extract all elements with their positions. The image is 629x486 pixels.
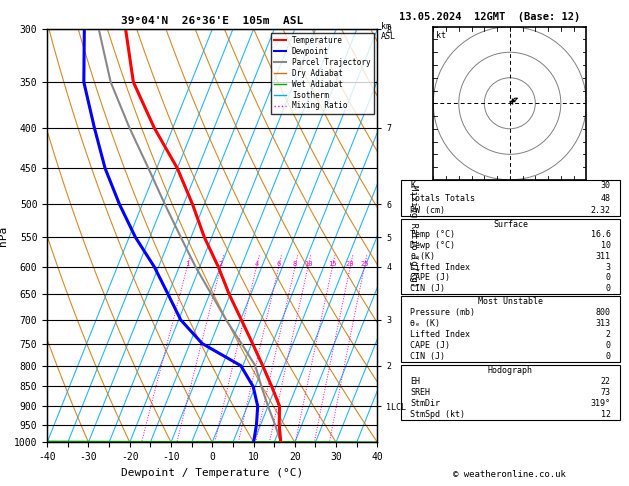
Text: 10: 10 — [601, 241, 611, 250]
Text: Most Unstable: Most Unstable — [478, 297, 543, 307]
Text: 0: 0 — [606, 352, 611, 361]
Text: Surface: Surface — [493, 220, 528, 228]
Text: CIN (J): CIN (J) — [410, 352, 445, 361]
Text: CAPE (J): CAPE (J) — [410, 341, 450, 350]
Text: 30: 30 — [601, 181, 611, 191]
Y-axis label: Mixing Ratio (g/kg): Mixing Ratio (g/kg) — [409, 185, 418, 287]
Text: Temp (°C): Temp (°C) — [410, 230, 455, 239]
Text: 13.05.2024  12GMT  (Base: 12): 13.05.2024 12GMT (Base: 12) — [399, 12, 581, 22]
Text: CAPE (J): CAPE (J) — [410, 274, 450, 282]
Text: kt: kt — [437, 31, 447, 40]
Y-axis label: hPa: hPa — [0, 226, 8, 246]
Text: 313: 313 — [596, 319, 611, 329]
Text: SREH: SREH — [410, 388, 430, 397]
Text: θₑ (K): θₑ (K) — [410, 319, 440, 329]
Text: Lifted Index: Lifted Index — [410, 262, 470, 272]
Text: km
ASL: km ASL — [381, 22, 396, 41]
Text: Pressure (mb): Pressure (mb) — [410, 308, 475, 317]
Legend: Temperature, Dewpoint, Parcel Trajectory, Dry Adiabat, Wet Adiabat, Isotherm, Mi: Temperature, Dewpoint, Parcel Trajectory… — [271, 33, 374, 114]
Text: 6: 6 — [277, 261, 281, 267]
Text: 20: 20 — [346, 261, 355, 267]
Text: 3: 3 — [606, 262, 611, 272]
Text: 15: 15 — [328, 261, 337, 267]
Text: 2: 2 — [606, 330, 611, 339]
Text: 8: 8 — [293, 261, 297, 267]
Text: PW (cm): PW (cm) — [410, 206, 445, 215]
Text: 10: 10 — [304, 261, 312, 267]
Text: K: K — [410, 181, 415, 191]
Text: 1: 1 — [185, 261, 189, 267]
Title: 39°04'N  26°36'E  105m  ASL: 39°04'N 26°36'E 105m ASL — [121, 16, 303, 26]
X-axis label: Dewpoint / Temperature (°C): Dewpoint / Temperature (°C) — [121, 468, 303, 478]
Text: Dewp (°C): Dewp (°C) — [410, 241, 455, 250]
Text: CIN (J): CIN (J) — [410, 284, 445, 293]
Text: 2.32: 2.32 — [591, 206, 611, 215]
Text: 0: 0 — [606, 284, 611, 293]
Text: 22: 22 — [601, 377, 611, 386]
Text: 4: 4 — [254, 261, 259, 267]
Text: 2: 2 — [218, 261, 223, 267]
Text: StmSpd (kt): StmSpd (kt) — [410, 410, 465, 419]
Text: 319°: 319° — [591, 399, 611, 408]
Text: © weatheronline.co.uk: © weatheronline.co.uk — [453, 469, 566, 479]
Text: 311: 311 — [596, 252, 611, 261]
Text: 0: 0 — [606, 274, 611, 282]
Text: 0: 0 — [606, 341, 611, 350]
Text: θₑ(K): θₑ(K) — [410, 252, 435, 261]
Text: 16.6: 16.6 — [591, 230, 611, 239]
Text: 800: 800 — [596, 308, 611, 317]
Text: Totals Totals: Totals Totals — [410, 193, 475, 203]
Text: 73: 73 — [601, 388, 611, 397]
Text: 48: 48 — [601, 193, 611, 203]
Text: StmDir: StmDir — [410, 399, 440, 408]
Text: Hodograph: Hodograph — [488, 365, 533, 375]
Text: Lifted Index: Lifted Index — [410, 330, 470, 339]
Text: 12: 12 — [601, 410, 611, 419]
Text: EH: EH — [410, 377, 420, 386]
Text: 25: 25 — [360, 261, 369, 267]
